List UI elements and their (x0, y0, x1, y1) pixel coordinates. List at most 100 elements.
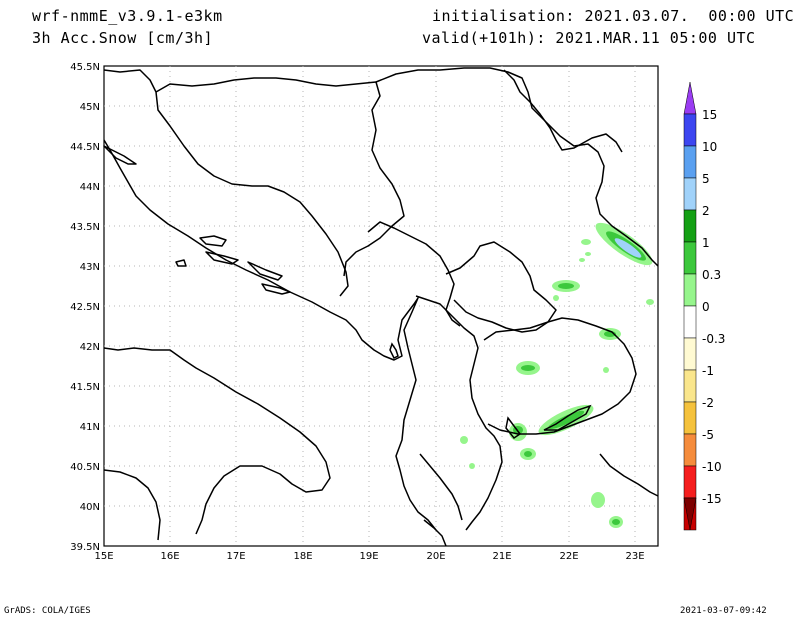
colorbar-label: -2 (702, 396, 714, 410)
colorbar-bottom-arrow (683, 497, 697, 531)
lake-ohrid (505, 416, 522, 440)
lake-prespa (543, 404, 592, 431)
colorbar-swatch (683, 401, 697, 435)
colorbar-label: -10 (702, 460, 722, 474)
lake-scutari (389, 342, 399, 360)
lat-label: 42.5N (70, 302, 100, 313)
lon-label: 17E (226, 551, 245, 562)
lon-label: 20E (426, 551, 445, 562)
snow-patch-small-8 (603, 367, 609, 373)
lat-label: 43.5N (70, 222, 100, 233)
colorbar-swatch (683, 241, 697, 275)
lat-label: 40.5N (70, 462, 100, 473)
coastline-islands-2 (205, 251, 239, 265)
lakes (389, 342, 592, 440)
snow-patch-small-7 (553, 295, 559, 301)
lat-label: 44N (80, 182, 100, 193)
snow-patch-albania-center-core (521, 365, 535, 371)
lon-label: 23E (625, 551, 644, 562)
colorbar-swatch (683, 145, 697, 179)
colorbar-top-arrow (683, 81, 697, 115)
coastline-islands-1 (199, 235, 227, 247)
coastline-krk (103, 145, 137, 165)
snow-patch-small-4 (460, 436, 468, 444)
border-bosnia-serbia (155, 77, 405, 277)
lat-label: 44.5N (70, 142, 100, 153)
snow-patch-pindus-core (524, 451, 532, 457)
snow-patch-small-3 (646, 299, 654, 305)
border-serbia-east (375, 67, 659, 267)
border-greece-2 (423, 519, 447, 547)
lat-label: 45.5N (70, 62, 100, 73)
colorbar-label: -5 (702, 428, 714, 442)
colorbar-swatch (683, 305, 697, 339)
snow-patch-south-core (547, 410, 585, 430)
init-time: initialisation: 2021.03.07. 00:00 UTC (432, 7, 795, 25)
colorbar-swatch (683, 177, 697, 211)
valid-time: valid(+101h): 2021.MAR.11 05:00 UTC (422, 29, 756, 47)
colorbar-swatch (683, 369, 697, 403)
lon-axis: 15E 16E 17E 18E 19E 20E 21E 22E 23E (94, 551, 644, 562)
colorbar-label: 0 (702, 300, 710, 314)
lat-label: 39.5N (70, 542, 100, 553)
colorbar-label: -15 (702, 492, 722, 506)
colorbar-labels: 15 10 5 2 1 0.3 0 -0.3 -1 -2 -5 -10 -15 (702, 108, 725, 506)
border-greece (599, 453, 659, 497)
lat-label: 40N (80, 502, 100, 513)
colorbar-label: 0.3 (702, 268, 721, 282)
snow-patch-small-2 (585, 252, 591, 256)
colorbar: 15 10 5 2 1 0.3 0 -0.3 -1 -2 -5 -10 -15 (683, 81, 725, 531)
lat-label: 45N (80, 102, 100, 113)
lat-label: 41N (80, 422, 100, 433)
lat-label: 43N (80, 262, 100, 273)
lon-label: 16E (160, 551, 179, 562)
footer-software: GrADS: COLA/IGES (4, 606, 91, 616)
colorbar-swatch (683, 465, 697, 499)
lon-label: 22E (559, 551, 578, 562)
snow-shading (460, 222, 654, 528)
snow-patch-small-1 (581, 239, 591, 245)
coastline-italy (103, 347, 331, 535)
model-name: wrf-nmmE_v3.9.1-e3km (32, 7, 223, 25)
colorbar-label: 10 (702, 140, 717, 154)
coastline-italy-heel (103, 469, 161, 541)
map-frame (103, 65, 659, 547)
colorbar-swatch (683, 273, 697, 307)
colorbar-label: -1 (702, 364, 714, 378)
snow-patch-small-6 (579, 258, 585, 262)
colorbar-swatch (683, 209, 697, 243)
lon-label: 19E (359, 551, 378, 562)
colorbar-label: 15 (702, 108, 717, 122)
grid-lines (104, 66, 658, 546)
colorbar-label: 2 (702, 204, 710, 218)
border-albania (415, 295, 503, 531)
coastlines-borders (103, 67, 659, 547)
colorbar-label: -0.3 (702, 332, 725, 346)
border-macedonia (483, 317, 637, 435)
coastline-adriatic-east (103, 139, 437, 531)
field-name: 3h Acc.Snow [cm/3h] (32, 29, 214, 47)
snow-patch-greece-2-core (612, 519, 620, 525)
footer-timestamp: 2021-03-07-09:42 (680, 606, 767, 616)
lat-label: 41.5N (70, 382, 100, 393)
lon-label: 18E (293, 551, 312, 562)
lon-label: 15E (94, 551, 113, 562)
colorbar-label: 1 (702, 236, 710, 250)
coastline-islands-4 (261, 283, 291, 295)
snow-patch-small-5 (469, 463, 475, 469)
lon-label: 21E (492, 551, 511, 562)
colorbar-label: 5 (702, 172, 710, 186)
colorbar-swatch (683, 113, 697, 147)
lat-axis: 45.5N 45N 44.5N 44N 43.5N 43N 42.5N 42N … (70, 62, 100, 553)
snow-patch-greece (591, 492, 605, 508)
border-south-inner (419, 453, 463, 521)
coastline-bosnia-border (103, 69, 349, 297)
snow-patch-sharr-core (558, 283, 574, 289)
snow-patch-kopaonik-peak (614, 238, 642, 258)
border-kosovo (445, 241, 557, 333)
coastline-islands-5 (175, 259, 187, 267)
lat-label: 42N (80, 342, 100, 353)
colorbar-swatch (683, 433, 697, 467)
border-serbia-north-river (503, 69, 623, 153)
